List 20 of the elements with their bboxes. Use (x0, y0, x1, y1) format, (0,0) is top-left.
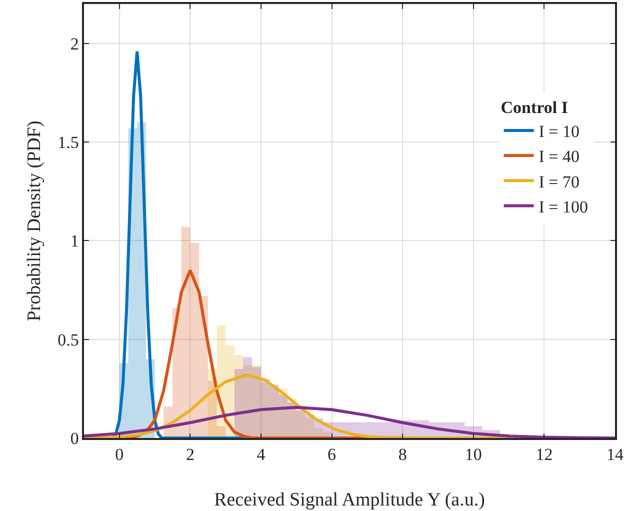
legend-label: I = 10 (538, 122, 580, 142)
x-tick-label: 4 (256, 445, 266, 464)
x-tick-label: 12 (536, 445, 553, 464)
y-tick-label: 0.5 (58, 330, 79, 350)
x-axis-title: Received Signal Amplitude Y (a.u.) (214, 490, 485, 510)
x-tick-label: 8 (398, 445, 407, 464)
y-tick-label: 0 (70, 428, 79, 448)
x-tick-label: 14 (606, 445, 624, 464)
x-tick-label: 2 (186, 445, 194, 464)
legend-label: I = 70 (538, 172, 580, 192)
legend-label: I = 100 (538, 197, 588, 216)
x-tick-label: 10 (464, 445, 482, 464)
y-tick-label: 1 (70, 232, 79, 251)
legend-label: I = 40 (538, 147, 580, 166)
y-tick-label: 1.5 (58, 133, 79, 152)
legend-title: Control I (500, 98, 568, 117)
y-axis-title: Probability Density (PDF) (24, 120, 45, 322)
x-tick-label: 0 (115, 445, 124, 464)
x-tick-label: 6 (328, 445, 336, 464)
y-tick-label: 2 (70, 34, 79, 54)
